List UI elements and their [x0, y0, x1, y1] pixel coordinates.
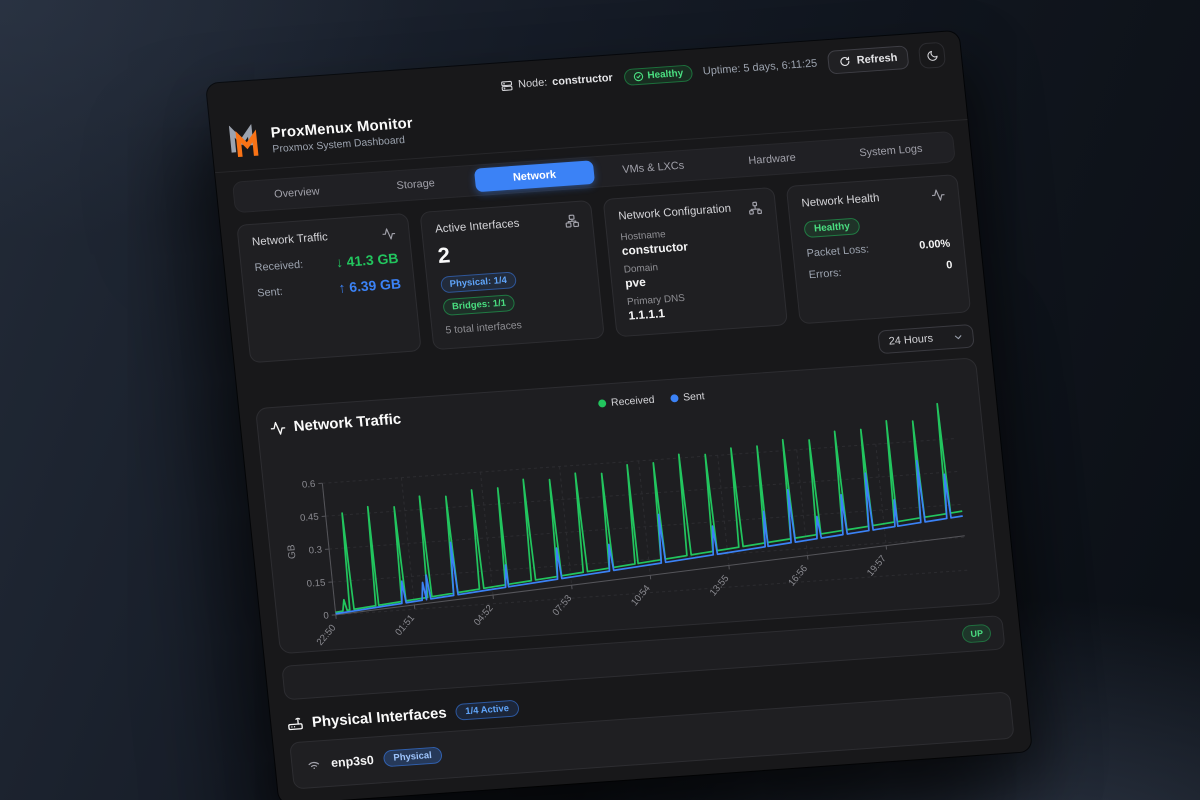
- node-info: Node: constructor: [500, 72, 614, 93]
- stat-cards: Network Traffic Received: ↓ 41.3 GB Sent…: [236, 174, 972, 364]
- proxmenux-logo: [228, 123, 259, 158]
- packet-loss-value: 0.00%: [918, 237, 951, 252]
- router-icon: [288, 718, 303, 731]
- sent-label: Sent:: [256, 285, 284, 300]
- network-health-card: Network Health Healthy Packet Loss: 0.00…: [785, 174, 972, 325]
- svg-text:0.15: 0.15: [306, 578, 326, 590]
- health-badge: Healthy: [622, 64, 693, 86]
- physical-count-badge: Physical: 1/4: [440, 271, 517, 294]
- time-range-select[interactable]: 24 Hours: [877, 323, 975, 355]
- svg-text:19:57: 19:57: [865, 553, 889, 578]
- activity-icon: [931, 189, 945, 201]
- dashboard-window: Node: constructor Healthy Uptime: 5 days…: [206, 30, 1032, 800]
- tab-hardware[interactable]: Hardware: [712, 144, 833, 176]
- svg-text:GB: GB: [286, 544, 299, 559]
- physical-interfaces-header: Physical Interfaces 1/4 Active: [286, 665, 1008, 733]
- legend-sent-label: Sent: [682, 390, 706, 404]
- app-titles: ProxMenux Monitor Proxmox System Dashboa…: [270, 114, 415, 154]
- svg-text:13:55: 13:55: [708, 573, 732, 598]
- svg-text:01:51: 01:51: [393, 613, 417, 638]
- server-icon: [501, 80, 513, 91]
- total-interfaces-label: 5 total interfaces: [444, 319, 523, 337]
- uptime-text: Uptime: 5 days, 6:11:25: [702, 57, 818, 78]
- activity-icon: [270, 421, 286, 435]
- network-icon: [565, 214, 580, 228]
- svg-text:0.45: 0.45: [300, 512, 320, 524]
- app-header: ProxMenux Monitor Proxmox System Dashboa…: [210, 71, 968, 174]
- interface-row-enp3s0[interactable]: enp3s0 Physical: [289, 691, 1015, 790]
- legend-dot-sent: [669, 394, 679, 403]
- errors-label: Errors:: [808, 267, 843, 282]
- tab-vms-lxcs[interactable]: VMs & LXCs: [593, 152, 714, 184]
- chevron-down-icon: [954, 334, 962, 339]
- dark-mode-toggle[interactable]: [917, 41, 947, 70]
- active-count-badge: 1/4 Active: [454, 699, 520, 721]
- node-label: Node:: [517, 76, 548, 91]
- refresh-button[interactable]: Refresh: [826, 45, 910, 75]
- svg-text:0: 0: [323, 610, 329, 621]
- time-range-value: 24 Hours: [888, 332, 934, 348]
- health-badge-label: Healthy: [646, 67, 684, 81]
- interface-count: 2: [436, 242, 452, 268]
- activity-icon: [382, 228, 396, 240]
- card-title: Network Traffic: [251, 231, 329, 249]
- section-title: Physical Interfaces: [311, 704, 448, 731]
- received-label: Received:: [254, 258, 304, 274]
- node-name: constructor: [551, 72, 614, 89]
- legend-sent: Sent: [669, 390, 706, 404]
- interface-name: enp3s0: [330, 752, 375, 770]
- chart-header: Network Traffic: [269, 371, 966, 437]
- refresh-icon: [840, 56, 850, 66]
- interface-type-badge: Physical: [382, 746, 443, 768]
- card-title: Active Interfaces: [434, 217, 521, 236]
- tab-overview[interactable]: Overview: [236, 177, 357, 209]
- refresh-button-label: Refresh: [856, 51, 898, 67]
- network-tree-icon: [749, 201, 763, 215]
- card-title: Network Health: [800, 192, 880, 210]
- svg-text:10:54: 10:54: [629, 583, 653, 609]
- network-configuration-card: Network Configuration Hostname construct…: [602, 186, 789, 338]
- tab-network[interactable]: Network: [473, 160, 596, 193]
- errors-value: 0: [945, 259, 953, 272]
- topbar: Node: constructor Healthy Uptime: 5 days…: [206, 31, 963, 125]
- svg-text:04:52: 04:52: [472, 603, 496, 628]
- svg-text:0.6: 0.6: [301, 479, 315, 491]
- wifi-icon: [308, 762, 320, 770]
- moon-icon: [926, 50, 938, 61]
- tab-system-logs[interactable]: System Logs: [830, 135, 951, 167]
- svg-text:22:50: 22:50: [315, 623, 339, 648]
- card-title: Network Configuration: [617, 202, 732, 223]
- network-traffic-chart: 0 0.15 0.3 0.45 0.6 22:50 01:51 04:52 07:53 10:54…: [286, 402, 969, 648]
- packet-loss-label: Packet Loss:: [806, 243, 870, 260]
- chart-toolbar: 24 Hours: [252, 323, 975, 398]
- network-traffic-chart-card: Network Traffic Received Sent 0 0.15 0.3 0.…: [255, 357, 1001, 654]
- svg-text:16:56: 16:56: [786, 563, 810, 588]
- network-traffic-card: Network Traffic Received: ↓ 41.3 GB Sent…: [236, 212, 422, 364]
- check-circle-icon: [633, 71, 643, 81]
- legend-dot-received: [597, 399, 607, 408]
- bridges-count-badge: Bridges: 1/1: [442, 294, 516, 316]
- sent-value: ↑ 6.39 GB: [337, 275, 402, 296]
- svg-text:0.3: 0.3: [308, 545, 322, 557]
- active-interfaces-card: Active Interfaces 2 Physical: 1/4 Bridge…: [419, 199, 605, 351]
- received-value: ↓ 41.3 GB: [335, 250, 400, 271]
- health-status-badge: Healthy: [803, 217, 861, 239]
- up-status-badge: UP: [961, 623, 992, 644]
- tab-storage[interactable]: Storage: [355, 169, 476, 201]
- svg-text:07:53: 07:53: [551, 593, 575, 618]
